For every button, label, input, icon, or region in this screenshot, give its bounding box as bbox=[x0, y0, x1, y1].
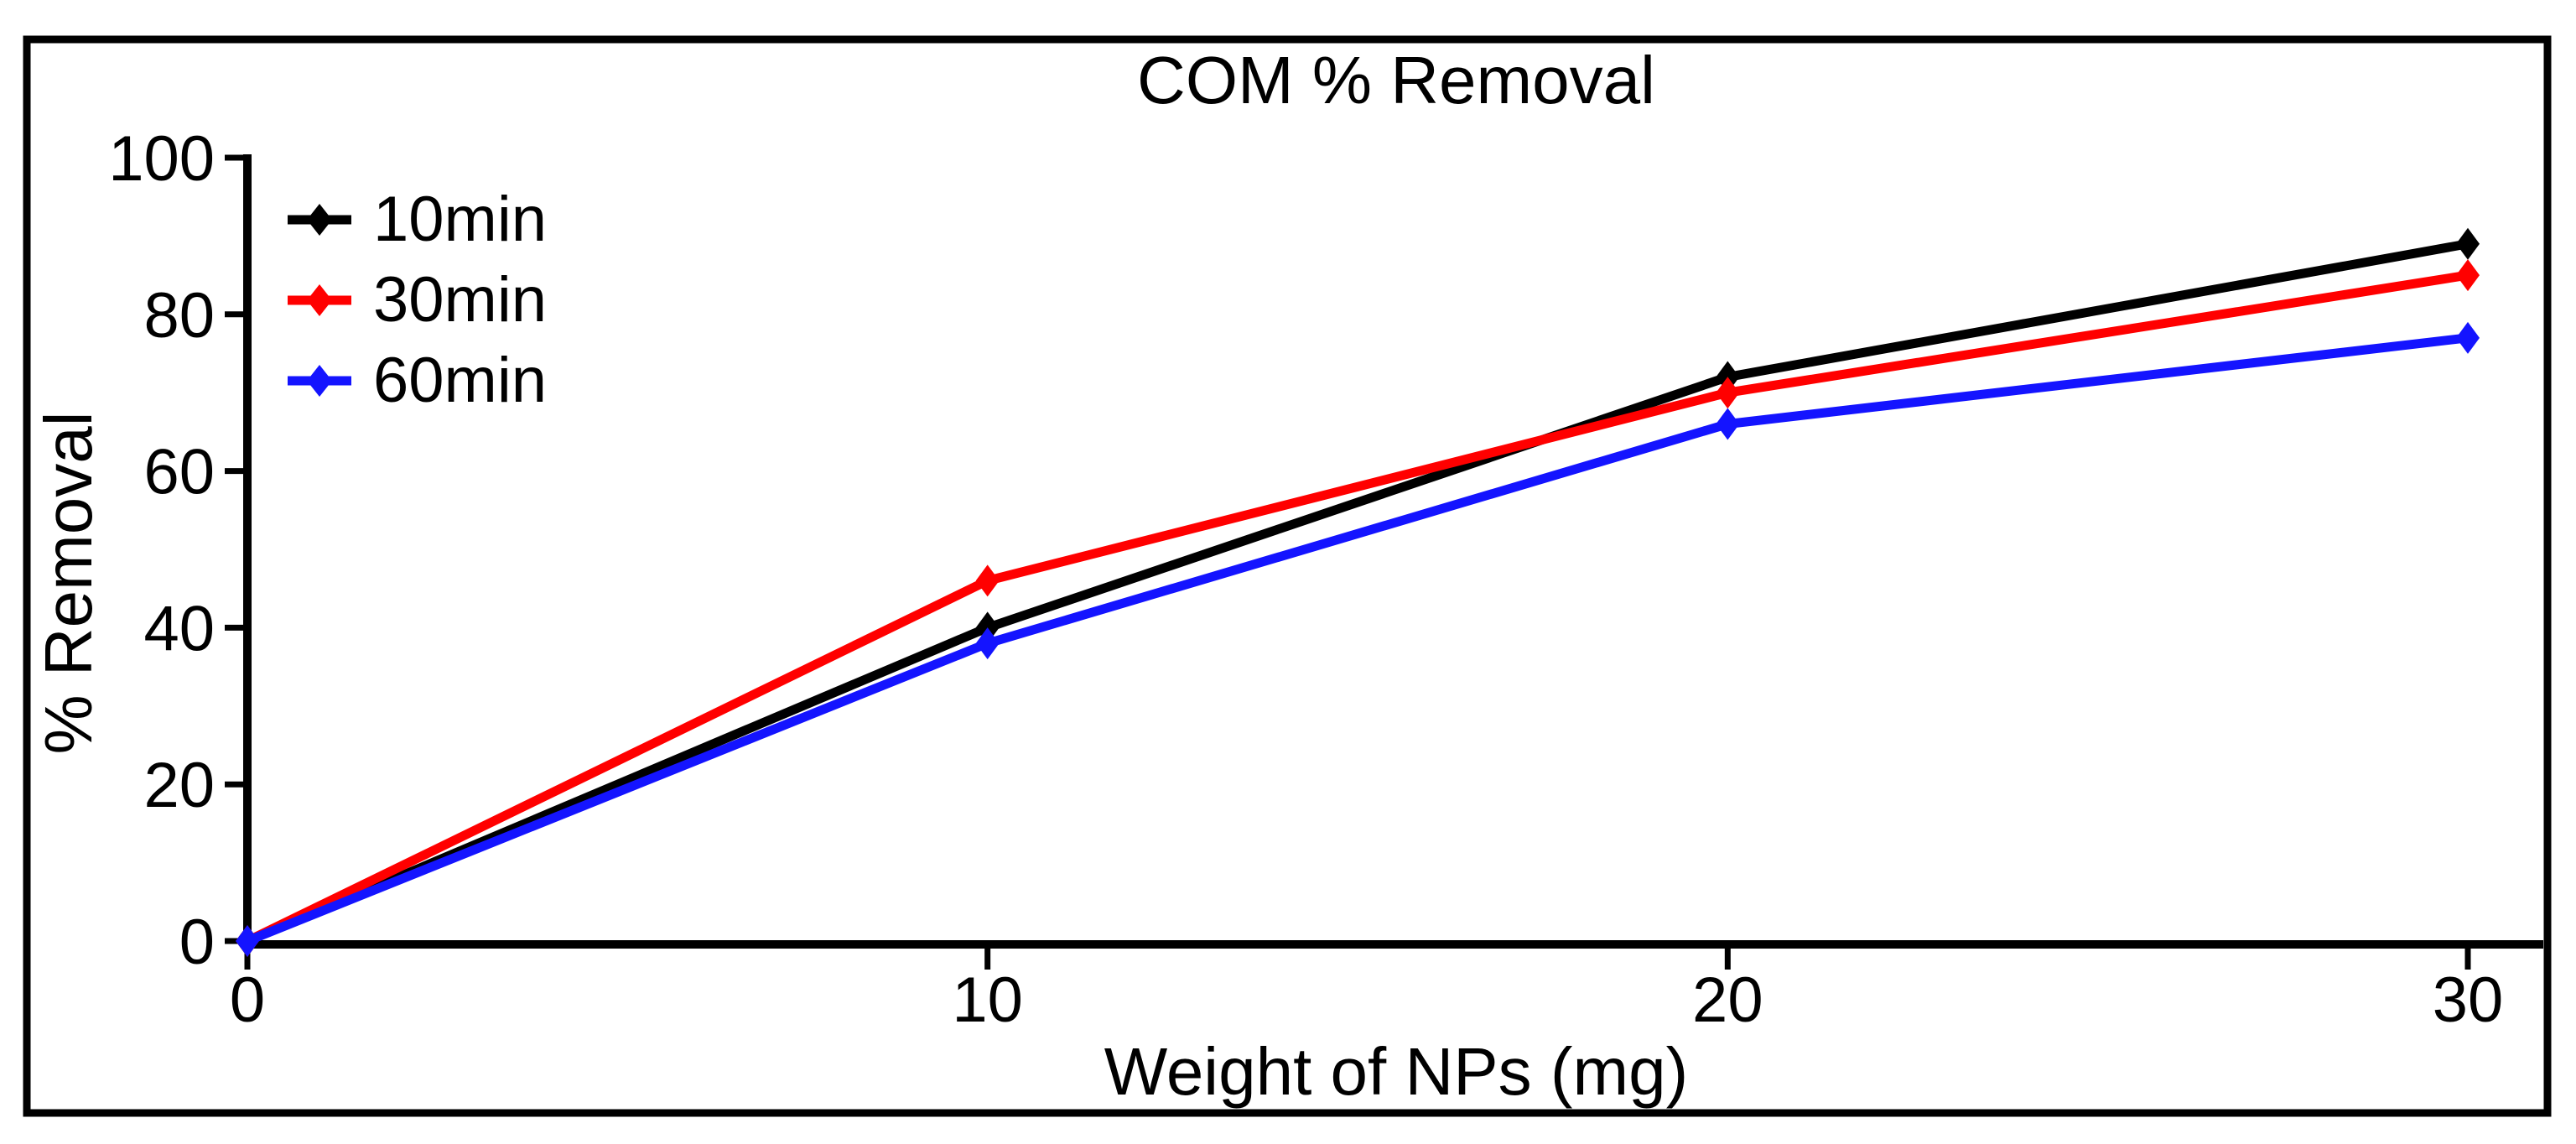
legend-marker-icon bbox=[288, 284, 351, 316]
series-line-30min bbox=[245, 270, 2469, 945]
y-tick-label: 20 bbox=[143, 750, 215, 821]
x-tick-label: 30 bbox=[2433, 965, 2504, 1036]
y-tick-label: 100 bbox=[108, 123, 215, 195]
y-axis-label: % Removal bbox=[31, 411, 106, 755]
legend-item-30min: 30min bbox=[288, 268, 547, 332]
legend-label: 60min bbox=[373, 345, 547, 416]
y-tick-label: 40 bbox=[143, 593, 215, 664]
y-tick-label: 0 bbox=[179, 907, 215, 978]
data-point-30min bbox=[2456, 259, 2480, 292]
legend-item-10min: 10min bbox=[288, 188, 547, 252]
y-tick-label: 80 bbox=[143, 280, 215, 351]
series-line-60min bbox=[245, 333, 2469, 946]
legend: 10min 30min 60min bbox=[288, 188, 547, 413]
data-point-10min bbox=[2456, 227, 2480, 260]
figure-border bbox=[23, 35, 2552, 1117]
x-tick-label: 10 bbox=[952, 965, 1023, 1036]
data-point-60min bbox=[2456, 321, 2480, 354]
x-axis-label: Weight of NPs (mg) bbox=[1104, 1034, 1689, 1109]
x-tick-label: 0 bbox=[230, 965, 265, 1036]
legend-marker-icon bbox=[288, 365, 351, 397]
legend-label: 30min bbox=[373, 264, 547, 335]
legend-label: 10min bbox=[373, 184, 547, 255]
legend-diamond-icon bbox=[307, 365, 332, 397]
y-tick-label: 60 bbox=[143, 437, 215, 508]
data-point-60min bbox=[1716, 408, 1740, 440]
legend-item-60min: 60min bbox=[288, 349, 547, 413]
x-tick-label: 20 bbox=[1692, 965, 1763, 1036]
data-point-60min bbox=[236, 925, 259, 957]
data-point-30min bbox=[975, 564, 1000, 597]
chart-title: COM % Removal bbox=[1137, 43, 1655, 117]
legend-diamond-icon bbox=[307, 204, 332, 236]
data-point-60min bbox=[975, 627, 1000, 660]
series-line-10min bbox=[245, 239, 2469, 946]
legend-diamond-icon bbox=[307, 284, 332, 316]
legend-marker-icon bbox=[288, 204, 351, 236]
data-point-30min bbox=[1716, 377, 1740, 409]
